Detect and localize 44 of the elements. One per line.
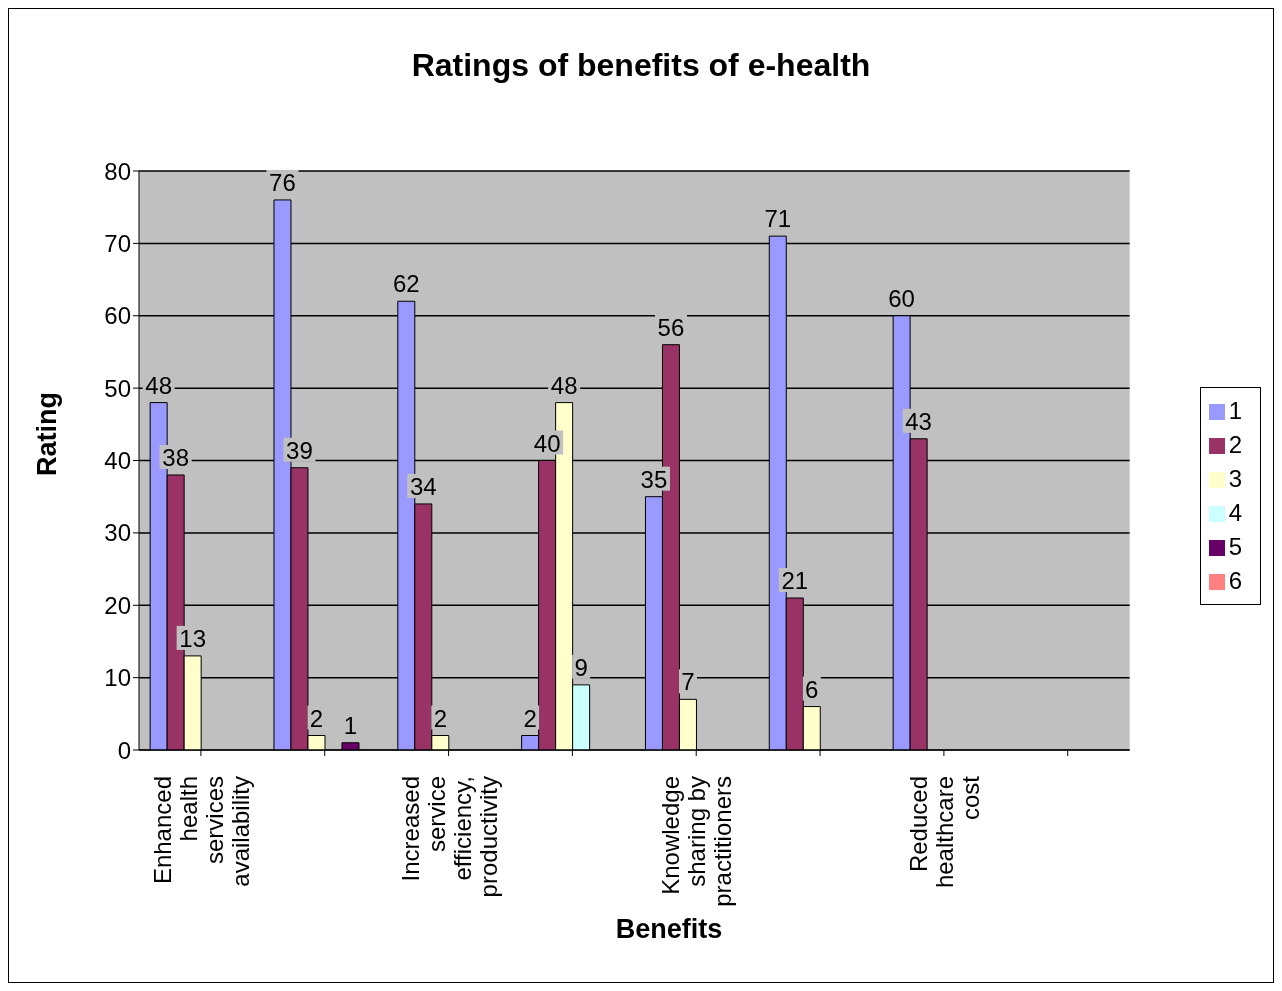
data-label: 13 — [179, 624, 206, 652]
y-tick-label: 20 — [104, 591, 131, 619]
data-label: 2 — [433, 704, 447, 732]
legend-label: 1 — [1228, 396, 1242, 424]
legend-label: 6 — [1228, 566, 1242, 594]
x-tick-label: Increased service efficiency, productivity — [396, 776, 502, 898]
x-axis-title: Benefits — [614, 914, 724, 945]
data-label: 35 — [640, 465, 668, 493]
legend-label: 4 — [1228, 498, 1242, 526]
y-tick-label: 0 — [117, 736, 131, 764]
y-tick-label: 50 — [104, 374, 131, 402]
data-label: 39 — [286, 436, 313, 464]
data-label: 1 — [343, 711, 358, 739]
data-label: 60 — [888, 284, 915, 312]
data-label: 7 — [681, 668, 695, 696]
data-label: 56 — [657, 313, 685, 341]
data-label: 34 — [409, 472, 437, 500]
y-axis-title: Rating — [31, 392, 63, 476]
y-tick-label: 80 — [104, 157, 131, 185]
data-label: 38 — [162, 443, 189, 471]
y-tick-label: 10 — [104, 664, 131, 692]
legend-label: 5 — [1228, 532, 1242, 560]
data-label: 48 — [145, 371, 172, 399]
data-label: 48 — [550, 371, 578, 399]
data-label: 62 — [392, 270, 420, 298]
x-tick-label: Enhanced health services availability — [148, 776, 254, 887]
legend-label: 2 — [1228, 430, 1242, 458]
data-label: 71 — [764, 205, 792, 233]
data-label: 2 — [523, 704, 537, 732]
data-label: 43 — [905, 407, 932, 435]
x-tick-label: Reduced healthcare cost — [904, 775, 984, 889]
data-label: 76 — [269, 168, 296, 196]
y-tick-label: 30 — [104, 519, 131, 547]
x-tick-label: Knowledge sharing by practitioners — [657, 776, 737, 907]
data-label: 6 — [805, 675, 819, 703]
chart-title: Ratings of benefits of e-health — [410, 47, 872, 84]
legend-label: 3 — [1228, 464, 1242, 492]
y-tick-label: 70 — [104, 229, 131, 257]
data-label: 40 — [533, 429, 561, 457]
y-tick-label: 60 — [104, 302, 131, 330]
y-tick-label: 40 — [104, 447, 131, 475]
data-label: 9 — [574, 653, 588, 681]
data-label: 2 — [309, 704, 324, 732]
data-label: 21 — [781, 567, 809, 595]
